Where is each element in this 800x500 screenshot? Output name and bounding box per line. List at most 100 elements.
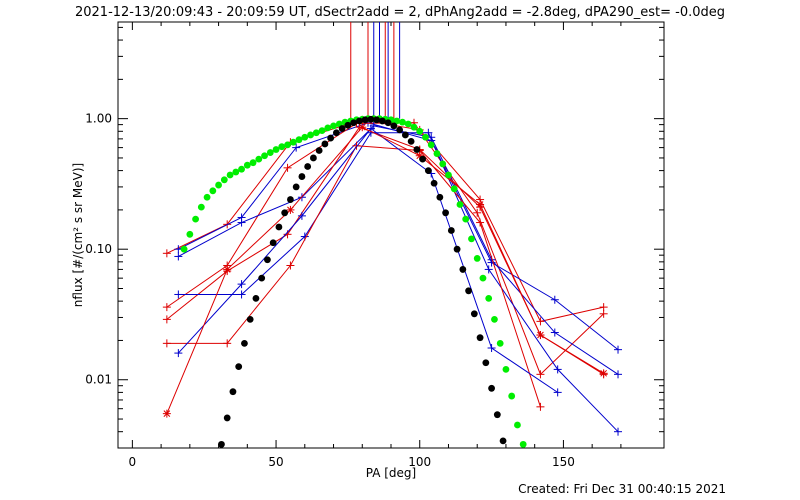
fit-curve-dot: [266, 149, 274, 156]
series-line: [166, 119, 604, 322]
fit-curve-dot: [355, 117, 363, 125]
fit-curve-dot: [502, 366, 510, 373]
fit-curve-dot: [433, 150, 441, 157]
fit-curve-dot: [410, 123, 418, 131]
fit-curve-dot: [304, 163, 312, 170]
chart-title: 2021-12-13/20:09:43 - 20:09:59 UT, dSect…: [75, 5, 725, 20]
fit-curve-dot: [312, 129, 320, 137]
y-tick-label: 0.10: [85, 242, 112, 256]
fit-curve-dot: [307, 131, 314, 139]
fit-curve-dot: [289, 138, 297, 146]
fit-curve-dot: [238, 165, 245, 173]
fit-curve-dot: [496, 339, 504, 347]
fit-curve-dot: [456, 201, 464, 208]
fit-curve-dot: [436, 193, 444, 201]
fit-curve-dot: [378, 117, 386, 125]
fit-curve-dot: [424, 167, 432, 174]
fit-curve-dot: [450, 185, 458, 193]
series-line: [178, 132, 619, 433]
fit-curve-dot: [284, 141, 291, 149]
fit-curve-dot: [310, 154, 317, 162]
fit-curve-dot: [235, 363, 243, 371]
fit-curve-dot: [462, 215, 470, 223]
fit-curve-dot: [393, 117, 401, 125]
series-point-d2: [163, 410, 171, 417]
fit-curve-dot: [344, 121, 352, 129]
series-point-d2: [476, 201, 484, 208]
fit-curve-dot: [249, 159, 257, 167]
fit-curve-dot: [315, 147, 323, 154]
fit-curve-dot: [485, 294, 493, 302]
fit-curve-dot: [180, 245, 188, 253]
fit-curve-dot: [292, 183, 300, 191]
fit-curve-dot: [476, 334, 484, 342]
fit-curve-dot: [491, 315, 498, 323]
fit-curve-dot: [186, 230, 194, 238]
series-point-d2: [223, 266, 231, 273]
fit-curve-dot: [261, 152, 268, 160]
fit-curve-dot: [229, 388, 237, 396]
fit-curve-dot: [488, 384, 495, 392]
fit-curve-dot: [468, 235, 475, 243]
fit-curve-dot: [330, 122, 337, 130]
fit-curve-dot: [396, 126, 404, 134]
fit-curve-dot: [275, 223, 283, 231]
fit-curve-dot: [401, 131, 409, 139]
fit-curve-dot: [499, 437, 507, 445]
fit-curve-dot: [384, 119, 392, 127]
series-line: [177, 127, 558, 393]
fit-curve-dot: [350, 119, 358, 127]
fit-curve-dot: [416, 127, 424, 135]
series-line: [178, 125, 619, 375]
y-axis-label: nflux [#/(cm² s sr MeV)]: [71, 163, 85, 307]
fit-curve-dot: [333, 129, 340, 137]
fit-curve-dot: [470, 310, 478, 318]
series-point-d2: [358, 123, 366, 131]
fit-curve-dot: [281, 209, 289, 217]
fit-curve-layer: [180, 115, 527, 448]
fit-curve-dot: [223, 414, 231, 422]
fit-curve-dot: [298, 173, 306, 180]
fit-curve-dot: [508, 392, 516, 400]
fit-curve-dot: [295, 136, 303, 144]
x-axis-label: PA [deg]: [366, 466, 416, 480]
series-point-d2: [287, 206, 294, 214]
series-point-d2: [416, 152, 424, 160]
fit-curve-dot: [447, 227, 455, 234]
fit-curve-dot: [439, 160, 447, 168]
fit-curve-dot: [203, 193, 211, 201]
fit-curve-dot: [232, 168, 240, 176]
x-tick-label: 0: [129, 455, 137, 469]
fit-curve-dot: [465, 287, 472, 295]
fit-curve-dot: [404, 120, 412, 128]
x-tick-label: 100: [408, 455, 431, 469]
fit-curve-dot: [482, 359, 490, 367]
fit-curve-dot: [519, 440, 527, 448]
y-tick-label: 0.01: [85, 373, 112, 387]
axis-layer: 0 50 100 150 0.01 0.10 1.00: [85, 22, 664, 469]
plot-frame: [117, 21, 665, 449]
fit-curve-dot: [459, 266, 467, 273]
fit-curve-dot: [373, 116, 381, 124]
fit-curve-dot: [220, 176, 228, 184]
fit-curve-dot: [327, 134, 335, 142]
fit-curve-dot: [252, 294, 260, 302]
fit-curve-dot: [301, 133, 309, 141]
fit-curve-dot: [361, 116, 369, 124]
fit-curve-dot: [197, 203, 205, 211]
fit-curve-dot: [442, 209, 449, 217]
fit-curve-dot: [215, 181, 222, 189]
y-tick-label: 1.00: [85, 112, 112, 126]
created-footer: Created: Fri Dec 31 00:40:15 2021: [518, 482, 726, 496]
fit-curve-dot: [493, 411, 501, 419]
fit-curve-dot: [453, 245, 461, 253]
fit-curve-dot: [413, 146, 421, 153]
fit-curve-dot: [243, 161, 251, 169]
fit-curve-dot: [269, 239, 277, 247]
fit-curve-dot: [272, 146, 280, 153]
fit-curve-dot: [287, 196, 294, 203]
fit-curve-dot: [255, 155, 263, 163]
fit-curve-dot: [390, 122, 398, 130]
fit-curve-dot: [514, 421, 521, 429]
